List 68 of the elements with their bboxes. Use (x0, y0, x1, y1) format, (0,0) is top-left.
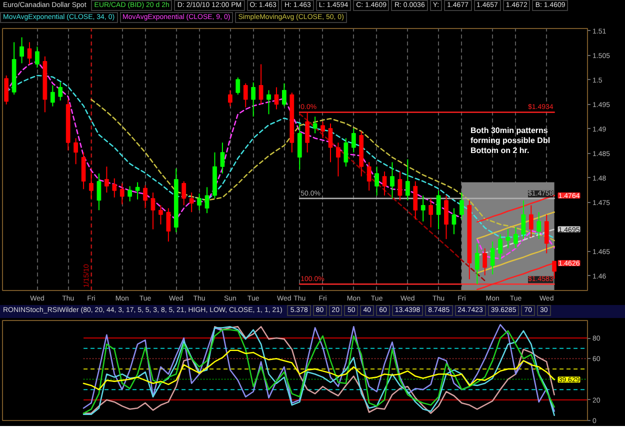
candlestick (506, 228, 510, 249)
candlestick (490, 241, 495, 275)
candlestick (528, 204, 534, 238)
line-series (82, 350, 555, 390)
candlestick (305, 112, 310, 153)
candlestick (236, 76, 240, 96)
candlestick (436, 190, 441, 230)
candlestick (74, 138, 78, 165)
candlestick (96, 172, 102, 211)
candlestick (197, 193, 202, 211)
candlestick (398, 171, 402, 201)
candlestick (351, 128, 356, 153)
candlestick (521, 200, 526, 240)
candlestick (413, 180, 418, 220)
candlestick (274, 86, 279, 110)
candlestick (460, 192, 464, 220)
candlestick (204, 186, 210, 214)
candlestick (50, 84, 55, 107)
candlestick (220, 142, 225, 174)
candlestick (514, 226, 518, 249)
candlestick (336, 142, 340, 177)
candlestick (452, 208, 456, 235)
candlestick (243, 82, 248, 108)
candlestick (81, 152, 86, 190)
candlestick (482, 248, 488, 276)
candlestick (150, 192, 156, 230)
candlestick (104, 166, 109, 194)
candlestick (228, 90, 232, 107)
line-series (476, 246, 555, 274)
candlestick (258, 64, 264, 105)
candlestick (366, 162, 372, 192)
candlestick (58, 82, 63, 101)
candlestick (328, 123, 333, 163)
candlestick (420, 194, 426, 222)
candlestick (135, 182, 140, 200)
candlestick (282, 82, 286, 107)
candlestick (35, 46, 40, 68)
candlestick (374, 166, 379, 196)
candlestick (251, 82, 256, 118)
candlestick (27, 42, 32, 65)
candlestick (89, 171, 94, 199)
candlestick (390, 162, 394, 199)
line-series (476, 211, 555, 240)
candlestick (128, 186, 132, 202)
candlestick (474, 242, 480, 285)
candlestick (344, 138, 348, 168)
candlestick (266, 90, 271, 115)
candlestick (182, 180, 186, 206)
candlestick (143, 184, 148, 209)
candlestick (536, 212, 542, 240)
candlestick (320, 121, 325, 139)
candlestick (166, 208, 171, 242)
candlestick (4, 75, 9, 105)
candlestick (112, 178, 117, 198)
candlestick (498, 234, 502, 261)
candlestick (312, 116, 318, 134)
candlestick (406, 158, 410, 201)
annotation: Both 30min patterns forming possible Dbl Bottom on 2 hr. (470, 126, 550, 156)
candlestick (20, 36, 24, 64)
candlestick (120, 182, 124, 205)
candlestick (382, 171, 387, 196)
candlestick (189, 192, 194, 213)
candlestick (552, 260, 556, 280)
candlestick (544, 214, 549, 254)
candlestick (297, 123, 302, 170)
candlestick (158, 204, 163, 225)
candlestick (444, 194, 448, 240)
candlestick (428, 198, 434, 228)
